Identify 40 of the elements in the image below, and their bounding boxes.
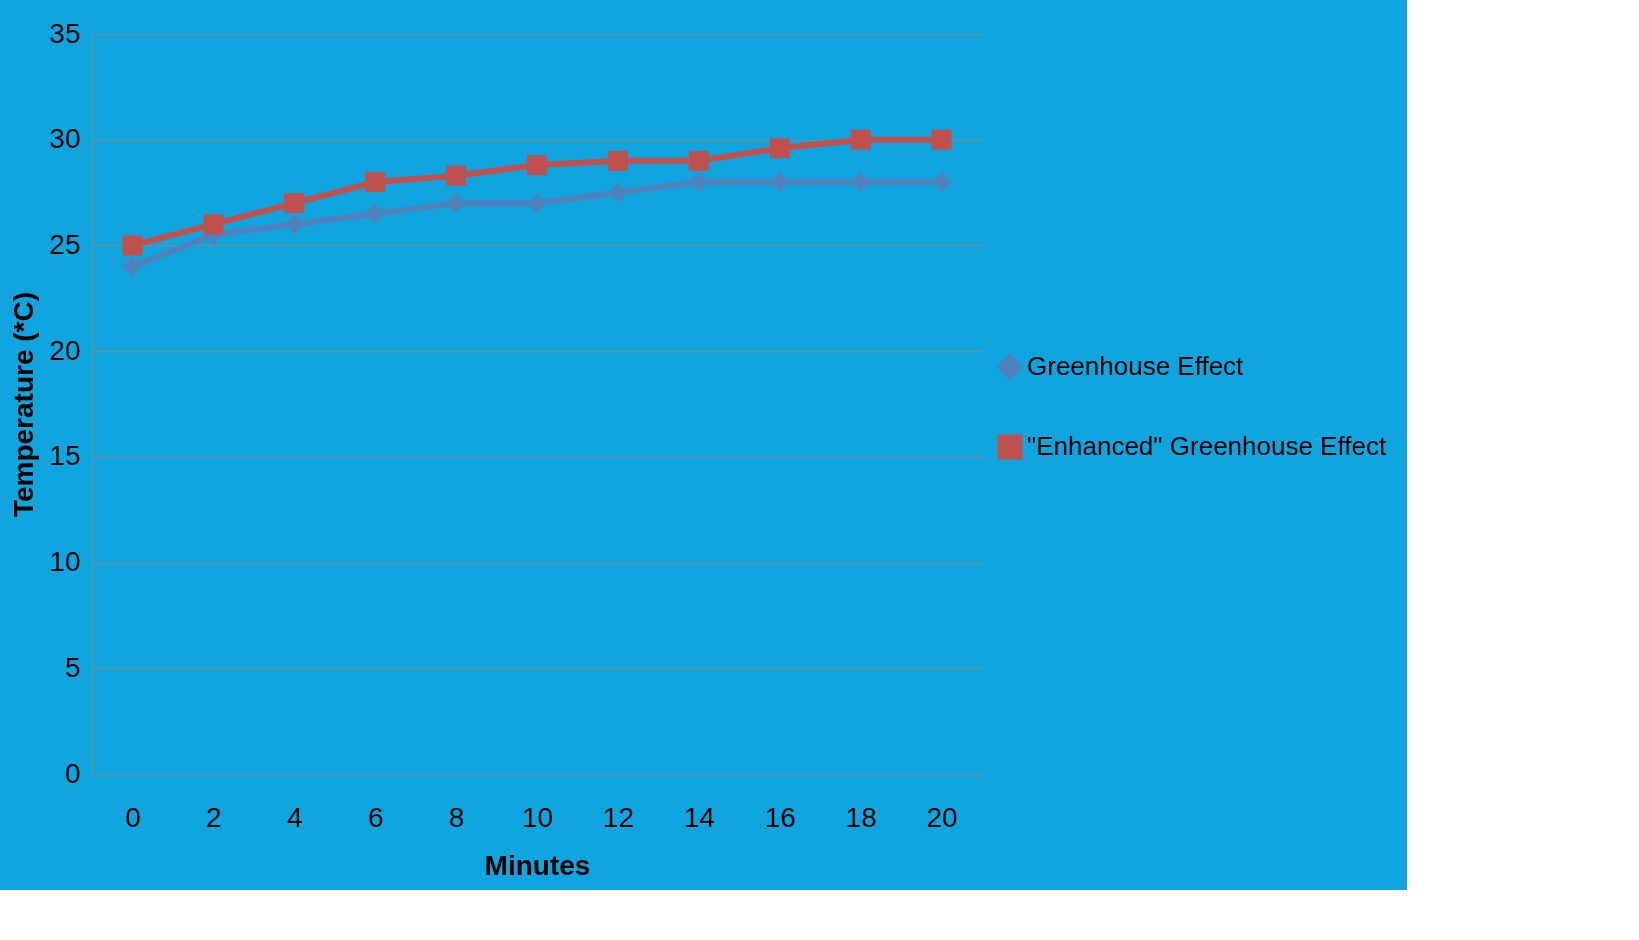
x-tick-label: 12 (602, 801, 634, 833)
y-tick-label: 15 (49, 440, 81, 472)
x-tick-label: 0 (125, 801, 141, 833)
point (850, 129, 871, 150)
point (284, 193, 305, 214)
point (527, 193, 547, 214)
point (607, 150, 628, 171)
point (446, 165, 467, 186)
x-axis-title: Minutes (484, 849, 591, 881)
point (122, 235, 143, 256)
point (365, 172, 386, 192)
x-tick-label: 14 (683, 801, 715, 833)
y-tick-label: 10 (49, 546, 81, 578)
point (688, 172, 709, 192)
point (365, 203, 386, 224)
point (122, 256, 143, 277)
point (284, 214, 305, 235)
point (931, 129, 952, 150)
x-tick-label: 6 (367, 801, 384, 833)
legend-label: Greenhouse Effect (1027, 351, 1245, 381)
point (769, 138, 790, 159)
y-tick-label: 5 (64, 651, 81, 683)
legend-label: "Enhanced" Greenhouse Effect (1027, 431, 1387, 461)
y-tick-label: 30 (49, 123, 81, 155)
y-tick-label: 0 (64, 757, 81, 789)
x-tick-label: 4 (286, 801, 303, 833)
point (527, 155, 547, 176)
x-tick-label: 16 (764, 801, 796, 833)
y-tick-label: 35 (49, 17, 81, 49)
x-tick-label: 18 (845, 801, 877, 833)
y-tick-label: 25 (49, 228, 81, 260)
x-tick-label: 2 (206, 801, 222, 833)
point (607, 182, 628, 203)
point (688, 150, 709, 171)
x-tick-label: 10 (521, 801, 554, 833)
point (203, 214, 224, 235)
y-tick-label: 20 (49, 334, 81, 366)
x-tick-label: 8 (448, 801, 465, 833)
x-tick-label: 20 (926, 801, 958, 833)
y-axis-title: Temperature (*C) (8, 291, 40, 518)
